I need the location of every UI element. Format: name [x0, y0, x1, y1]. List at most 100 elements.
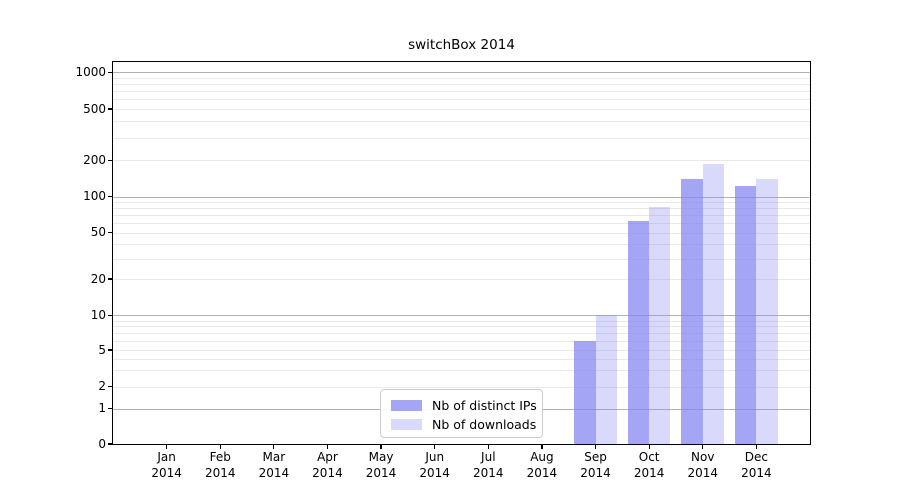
gridline-minor: [113, 320, 810, 322]
bar-downloads-nov: [702, 164, 725, 444]
gridline-minor: [113, 340, 810, 342]
legend-swatch-distinct-ips: [391, 400, 422, 411]
y-tick: [108, 159, 113, 161]
x-tick-month: Nov: [691, 450, 715, 464]
y-tick-label: 20: [90, 271, 106, 286]
gridline-minor: [113, 202, 810, 204]
x-tick: [434, 444, 436, 449]
gridline-minor: [113, 99, 810, 101]
bar-downloads-sep: [595, 315, 617, 444]
x-tick: [541, 444, 543, 449]
y-tick: [108, 314, 113, 316]
y-tick-label: 100: [83, 189, 106, 204]
chart-title: switchBox 2014: [408, 37, 515, 53]
gridline-minor: [113, 350, 810, 351]
gridline-minor: [113, 370, 810, 372]
bar-distinct-ips-oct: [627, 220, 650, 444]
y-tick-label: 1000: [75, 64, 106, 79]
y-tick-label: 500: [83, 101, 106, 116]
x-tick-month: Oct: [638, 450, 660, 464]
gridline-minor: [113, 215, 810, 217]
x-tick: [219, 444, 221, 449]
gridline-minor: [113, 121, 810, 123]
legend-label-distinct-ips: Nb of distinct IPs: [432, 398, 537, 413]
y-tick-label: 200: [83, 152, 106, 167]
x-tick: [273, 444, 275, 449]
gridline-major: [113, 196, 810, 198]
gridline-major: [113, 315, 810, 317]
x-tick-month: Jan: [157, 450, 176, 464]
y-tick: [108, 196, 113, 198]
y-tick: [108, 108, 113, 110]
gridline-minor: [113, 160, 810, 162]
x-tick-month: May: [368, 450, 394, 464]
x-tick-year: 2014: [473, 465, 504, 480]
y-tick-label: 5: [98, 342, 106, 357]
gridline-minor: [113, 84, 810, 86]
x-tick-year: 2014: [365, 465, 397, 480]
bar-distinct-ips-sep: [574, 340, 596, 444]
legend-label-downloads: Nb of downloads: [432, 417, 537, 432]
legend-item-distinct-ips: Nb of distinct IPs: [381, 396, 542, 415]
x-tick-month: Aug: [530, 450, 554, 464]
x-tick-label: Mar 2014: [244, 450, 304, 481]
gridline-minor: [113, 333, 810, 335]
y-tick: [108, 443, 113, 445]
x-tick-year: 2014: [633, 465, 665, 480]
x-tick: [648, 444, 650, 449]
x-tick: [326, 444, 329, 449]
gridline-minor: [113, 358, 810, 360]
y-tick: [108, 408, 113, 410]
y-tick: [108, 71, 113, 73]
x-tick-year: 2014: [258, 465, 290, 480]
gridline-minor: [113, 258, 810, 260]
x-tick-month: Jul: [481, 450, 496, 464]
x-tick-year: 2014: [741, 465, 772, 480]
x-tick-year: 2014: [312, 465, 343, 480]
x-tick-label: Sep 2014: [566, 450, 626, 481]
gridline-minor: [113, 223, 810, 225]
bar-downloads-oct: [649, 207, 671, 444]
gridline-minor: [113, 208, 810, 210]
x-tick-year: 2014: [204, 465, 236, 480]
y-tick: [108, 386, 113, 388]
x-tick-label: Nov 2014: [673, 450, 733, 481]
gridline-minor: [113, 243, 810, 245]
x-tick-label: Jun 2014: [405, 450, 465, 481]
x-tick: [380, 444, 382, 449]
x-tick-year: 2014: [687, 465, 719, 480]
x-tick-label: Feb 2014: [190, 450, 250, 481]
legend: Nb of distinct IPs Nb of downloads: [380, 389, 543, 438]
gridline-minor: [113, 326, 810, 328]
y-tick-label: 2: [98, 379, 106, 394]
bar-distinct-ips-dec: [735, 186, 757, 444]
x-tick: [487, 444, 489, 449]
x-tick-label: Dec 2014: [726, 450, 786, 481]
x-tick-label: Aug 2014: [512, 450, 572, 481]
x-tick-year: 2014: [419, 465, 450, 480]
x-tick: [702, 444, 704, 449]
y-tick-label: 0: [98, 436, 106, 451]
x-tick-year: 2014: [151, 465, 182, 480]
y-tick-label: 1: [98, 401, 106, 416]
gridline-minor: [113, 232, 810, 234]
x-tick: [755, 444, 757, 449]
gridline-minor: [113, 386, 810, 388]
x-tick-label: Jan 2014: [137, 450, 197, 481]
gridline-minor: [113, 279, 810, 280]
gridline-minor: [113, 109, 810, 110]
x-tick-label: May 2014: [351, 450, 411, 481]
x-tick-month: Jun: [425, 450, 445, 464]
y-tick: [108, 278, 113, 280]
x-tick-month: Dec: [744, 450, 768, 464]
gridline-major: [113, 72, 810, 74]
bar-downloads-dec: [756, 179, 778, 444]
x-tick-month: Apr: [317, 450, 338, 464]
x-tick-label: Jul 2014: [458, 450, 518, 481]
x-tick-label: Oct 2014: [619, 450, 679, 481]
y-tick-label: 10: [90, 307, 106, 322]
plot-area: [113, 62, 810, 444]
gridline-minor: [113, 91, 810, 93]
x-tick-year: 2014: [526, 465, 558, 480]
